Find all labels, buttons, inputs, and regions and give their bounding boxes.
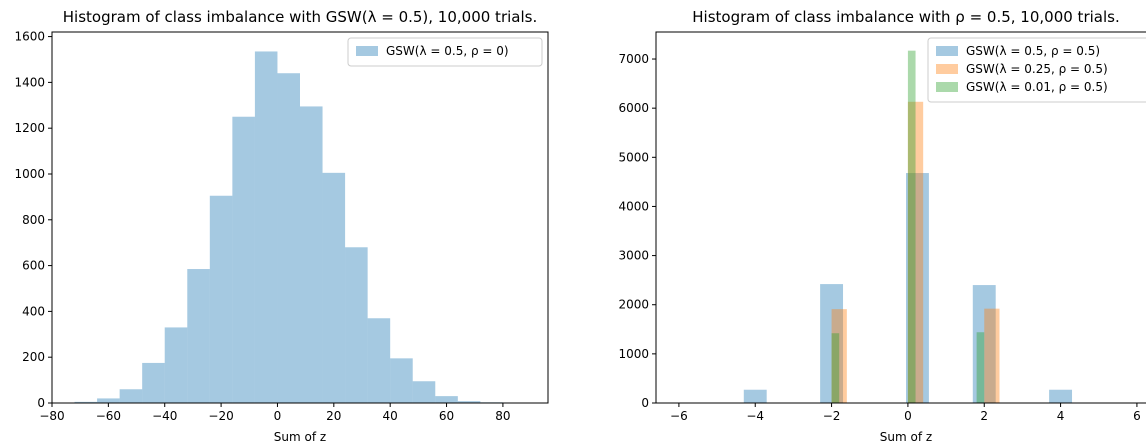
y-tick-label: 400 (22, 304, 45, 318)
x-tick-label: 2 (980, 409, 988, 423)
bar-series-0-bin-2 (906, 173, 929, 403)
bar-series-0-bin-13 (367, 318, 391, 403)
bar-series-0-bin-10 (300, 106, 323, 403)
y-tick-label: 0 (37, 396, 45, 410)
bar-series-0-bin-2 (119, 389, 143, 403)
bar-series-0-bin-7 (232, 116, 255, 404)
bar-series-2-bin-1 (907, 50, 916, 403)
y-tick-label: 6000 (618, 101, 649, 115)
x-tick-label: 0 (904, 409, 912, 423)
x-tick-label: −4 (746, 409, 764, 423)
y-tick-label: 0 (641, 396, 649, 410)
legend-swatch (356, 46, 378, 56)
y-tick-label: 3000 (618, 249, 649, 263)
chart-right-legend: GSW(λ = 0.5, ρ = 0.5) GSW(λ = 0.25, ρ = 0… (927, 37, 1146, 103)
chart-left-y-ticks: 0 200 400 600 800 1000 1200 1400 1600 (14, 30, 52, 410)
x-tick-label: 6 (1133, 409, 1141, 423)
bar-series-0-bin-3 (142, 362, 165, 403)
x-tick-label: −2 (823, 409, 841, 423)
legend-box (927, 37, 1146, 103)
bar-series-0-bin-16 (435, 396, 458, 403)
y-tick-label: 2000 (618, 298, 649, 312)
chart-right-x-label: Sum of z (880, 430, 932, 444)
chart-left-bars (74, 51, 526, 404)
chart-right-x-ticks: −6 −4 −2 0 2 4 6 (670, 403, 1141, 423)
bar-series-0-bin-15 (412, 381, 436, 403)
y-tick-label: 5000 (618, 150, 649, 164)
bar-series-1-bin-2 (984, 308, 1000, 403)
y-tick-label: 7000 (618, 52, 649, 66)
legend-box (347, 37, 543, 67)
bar-series-0-bin-4 (164, 327, 188, 403)
chart-left-legend: GSW(λ = 0.5, ρ = 0) (347, 37, 543, 67)
bar-series-1-bin-0 (831, 309, 847, 403)
y-tick-label: 1000 (618, 347, 649, 361)
chart-right-frame (655, 31, 1146, 404)
bar-series-0-bin-0 (74, 401, 98, 403)
legend-label: GSW(λ = 0.01, ρ = 0.5) (966, 80, 1108, 94)
legend-label: GSW(λ = 0.5, ρ = 0) (386, 44, 509, 58)
x-tick-label: 0 (274, 409, 282, 423)
chart-right-bars (743, 50, 1073, 404)
x-tick-label: 40 (383, 409, 398, 423)
chart-left-x-ticks: −80 −60 −40 −20 0 20 40 60 80 (39, 403, 511, 423)
bar-series-0-bin-11 (322, 172, 346, 403)
bar-series-0-bin-6 (209, 195, 233, 403)
bar-series-2-bin-0 (831, 333, 840, 403)
bar-series-0-bin-17 (457, 401, 481, 403)
bar-series-0-bin-8 (254, 51, 278, 403)
x-tick-label: −40 (152, 409, 177, 423)
bar-series-0-bin-5 (187, 269, 210, 403)
chart-left-frame (51, 31, 549, 404)
bar-series-0-bin-9 (277, 73, 300, 403)
bar-series-0-bin-12 (345, 247, 368, 403)
y-tick-label: 1200 (14, 121, 45, 135)
x-tick-label: −60 (96, 409, 121, 423)
x-tick-label: 4 (1057, 409, 1065, 423)
chart-left-x-label: Sum of z (274, 430, 326, 444)
x-tick-label: −20 (208, 409, 233, 423)
legend-swatch (936, 46, 958, 56)
legend-label: GSW(λ = 0.5, ρ = 0.5) (966, 44, 1100, 58)
y-tick-label: 800 (22, 213, 45, 227)
bar-series-0-bin-4 (1049, 389, 1073, 403)
chart-right: Histogram of class imbalance with ρ = 0.… (618, 8, 1146, 444)
chart-right-y-ticks: 0 1000 2000 3000 4000 5000 6000 7000 (618, 52, 656, 410)
y-tick-label: 1600 (14, 30, 45, 44)
y-tick-label: 600 (22, 259, 45, 273)
chart-left-title: Histogram of class imbalance with GSW(λ … (63, 8, 537, 26)
x-tick-label: −6 (670, 409, 688, 423)
legend-swatch (936, 64, 958, 74)
chart-right-title: Histogram of class imbalance with ρ = 0.… (692, 8, 1119, 26)
legend-label: GSW(λ = 0.25, ρ = 0.5) (966, 62, 1108, 76)
legend-swatch (936, 82, 958, 92)
x-tick-label: 20 (326, 409, 341, 423)
y-tick-label: 1400 (14, 75, 45, 89)
bar-series-0-bin-0 (743, 389, 767, 403)
x-tick-label: −80 (39, 409, 64, 423)
bar-series-0-bin-14 (390, 358, 413, 403)
bar-series-2-bin-2 (976, 332, 985, 403)
y-tick-label: 1000 (14, 167, 45, 181)
x-tick-label: 80 (495, 409, 510, 423)
bar-series-1-bin-1 (907, 101, 924, 404)
y-tick-label: 200 (22, 350, 45, 364)
bar-series-0-bin-3 (972, 285, 996, 403)
chart-left: Histogram of class imbalance with GSW(λ … (14, 8, 549, 444)
y-tick-label: 4000 (618, 199, 649, 213)
x-tick-label: 60 (439, 409, 454, 423)
bar-series-0-bin-1 (97, 398, 120, 403)
bar-series-0-bin-1 (820, 284, 844, 403)
